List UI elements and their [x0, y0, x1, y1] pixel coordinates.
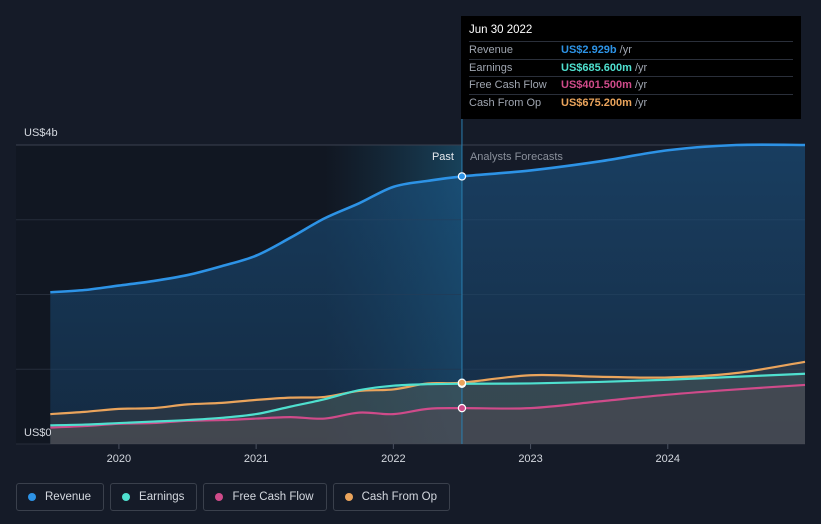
legend-label: Revenue: [45, 491, 92, 503]
free-cash-flow-marker: [457, 403, 467, 413]
legend-dot-icon: [215, 493, 224, 501]
legend-label: Earnings: [139, 491, 185, 503]
x-tick-label: 2021: [244, 453, 268, 465]
x-tick-label: 2024: [656, 453, 680, 465]
tooltip-label: Revenue: [469, 44, 514, 57]
legend-label: Free Cash Flow: [232, 491, 314, 503]
data-tooltip: Jun 30 2022 Revenue US$2.929b/yr Earnings U…: [461, 16, 801, 119]
earnings-line: [50, 372, 806, 427]
tooltip-value: US$2.929b: [561, 44, 617, 57]
tooltip-unit: /yr: [634, 79, 648, 92]
x-tick-label: 2020: [107, 453, 131, 465]
free-cash-flow-line: [50, 383, 806, 429]
tooltip-value: US$401.500m: [561, 79, 632, 92]
legend-dot-icon: [122, 493, 131, 501]
legend-item-revenue[interactable]: Revenue: [16, 483, 105, 511]
forecast-label: Analysts Forecasts: [470, 151, 563, 163]
revenue-marker: [457, 172, 467, 181]
tooltip-row: Revenue US$2.929b/yr: [469, 41, 793, 59]
tooltip-date: Jun 30 2022: [469, 24, 533, 36]
tooltip-unit: /yr: [619, 44, 632, 57]
cash-from-op-marker: [457, 378, 467, 387]
chart-legend: Revenue Earnings Free Cash Flow Cash From O…: [16, 483, 451, 511]
x-tick-label: 2023: [518, 453, 542, 465]
highlight-markers: [457, 172, 467, 413]
series-lines: [50, 143, 806, 429]
legend-item-cash-from-op[interactable]: Cash From Op: [332, 483, 451, 511]
legend-label: Cash From Op: [361, 491, 438, 503]
y-tick-label: US$0: [24, 427, 52, 439]
legend-dot-icon: [344, 493, 353, 501]
tooltip-unit: /yr: [634, 61, 648, 74]
legend-item-earnings[interactable]: Earnings: [110, 483, 198, 511]
tooltip-label: Free Cash Flow: [469, 79, 547, 92]
revenue-area: [50, 144, 806, 444]
tooltip-unit: /yr: [634, 96, 648, 109]
y-tick-label: US$4b: [24, 127, 58, 139]
revenue-line: [50, 143, 806, 294]
tooltip-value: US$675.200m: [561, 96, 632, 109]
tooltip-row: Cash From Op US$675.200m/yr: [469, 93, 793, 112]
past-label: Past: [432, 151, 454, 163]
y-axis-ticks: US$4b US$0: [24, 127, 58, 439]
tooltip-label: Earnings: [469, 61, 513, 74]
tooltip-label: Cash From Op: [469, 96, 542, 109]
x-tick-label: 2022: [381, 453, 405, 465]
tooltip-value: US$685.600m: [561, 61, 632, 74]
tooltip-row: Free Cash Flow US$401.500m/yr: [469, 76, 793, 94]
legend-dot-icon: [28, 493, 36, 501]
legend-item-free-cash-flow[interactable]: Free Cash Flow: [203, 483, 327, 511]
x-axis-ticks: 2020 2021 2022 2023 2024: [107, 444, 680, 465]
tooltip-row: Earnings US$685.600m/yr: [469, 58, 793, 77]
